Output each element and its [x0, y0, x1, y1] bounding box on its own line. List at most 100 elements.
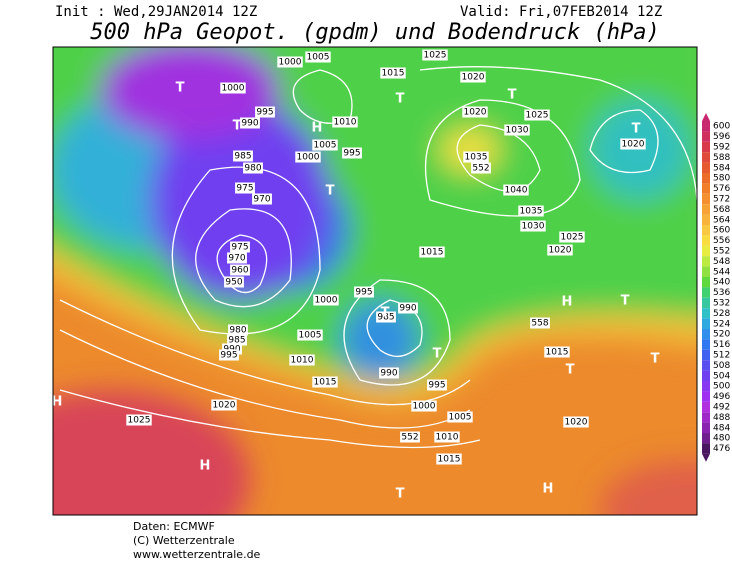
pressure-label: 995: [428, 381, 445, 391]
colorbar-tick-label: 476: [713, 444, 730, 454]
colorbar-swatch: [702, 256, 710, 267]
pressure-label: 1000: [413, 402, 436, 412]
pressure-label: 1035: [465, 153, 488, 163]
label-box: [233, 150, 253, 162]
colorbar-swatch: [702, 443, 710, 454]
label-box: [312, 376, 338, 388]
pressure-label: 975: [231, 243, 248, 253]
pressure-label: 1015: [314, 378, 337, 388]
colorbar-tick-label: 584: [713, 163, 730, 173]
colorbar-swatch: [702, 173, 710, 184]
colorbar-tick-label: 492: [713, 403, 730, 413]
colorbar-swatch: [702, 329, 710, 340]
footer-line: www.wetterzentrale.de: [133, 548, 261, 561]
colorbar-swatch: [702, 370, 710, 381]
label-box: [220, 82, 246, 94]
pressure-center: T: [396, 92, 405, 107]
label-box: [219, 349, 239, 361]
pressure-label: 1000: [297, 153, 320, 163]
colorbar-swatch: [702, 193, 710, 205]
label-box: [255, 106, 275, 118]
colorbar-tick-label: 600: [713, 122, 730, 132]
colorbar-swatch: [702, 225, 710, 236]
pressure-center: T: [508, 88, 517, 103]
label-box: [243, 162, 263, 174]
pressure-label: 1015: [382, 69, 405, 79]
colorbar-swatch: [702, 245, 710, 257]
pressure-label: 995: [220, 351, 237, 361]
label-box: [376, 311, 396, 323]
pressure-label: 1010: [291, 356, 314, 366]
pressure-label: 1030: [522, 222, 545, 232]
pressure-label: 1025: [424, 51, 447, 61]
pressure-label: 995: [343, 149, 360, 159]
colorbar-swatch: [702, 433, 710, 444]
colorbar-tick-label: 504: [713, 371, 730, 381]
colorbar-tick-label: 484: [713, 423, 730, 433]
label-box: [503, 184, 529, 196]
pressure-label: 1020: [462, 73, 485, 83]
colorbar-swatch: [702, 277, 710, 288]
colorbar-swatch: [702, 183, 710, 194]
colorbar-tick-label: 512: [713, 351, 730, 361]
pressure-label: 1005: [314, 141, 337, 151]
pressure-label: 970: [253, 195, 270, 205]
label-box: [297, 329, 323, 341]
colorbar-swatch: [702, 131, 710, 142]
colorbar-tick-label: 520: [713, 330, 730, 340]
colorbar-swatch: [702, 121, 710, 132]
colorbar-swatch: [702, 318, 710, 329]
label-box: [620, 138, 646, 150]
colorbar-swatch: [702, 308, 710, 319]
colorbar-tick-label: 556: [713, 236, 730, 246]
colorbar-swatch: [702, 422, 710, 433]
pressure-label: 1025: [561, 233, 584, 243]
colorbar-swatch: [702, 360, 710, 371]
colorbar-arrow: [702, 453, 710, 462]
pressure-label: 960: [231, 266, 248, 276]
colorbar-swatch: [702, 266, 710, 277]
pressure-label: 985: [234, 152, 251, 162]
pressure-label: 1020: [565, 418, 588, 428]
label-box: [504, 124, 530, 136]
label-box: [436, 453, 462, 465]
pressure-center: H: [52, 395, 63, 410]
label-box: [463, 151, 489, 163]
pressure-center: T: [632, 122, 641, 137]
label-box: [227, 334, 247, 346]
label-box: [230, 241, 250, 253]
pressure-center: T: [396, 487, 405, 502]
label-box: [342, 147, 362, 159]
label-box: [332, 116, 358, 128]
colorbar-swatch: [702, 235, 710, 246]
colorbar-tick-label: 516: [713, 340, 730, 350]
label-box: [240, 117, 260, 129]
pressure-label: 1030: [506, 126, 529, 136]
label-box: [419, 246, 445, 258]
colorbar-tick-label: 596: [713, 132, 730, 142]
pressure-label: 970: [228, 254, 245, 264]
label-box: [228, 324, 248, 336]
pressure-center: T: [651, 352, 660, 367]
label-box: [427, 379, 447, 391]
pressure-center: T: [326, 184, 335, 199]
pressure-center: H: [543, 482, 554, 497]
pressure-center: H: [312, 121, 323, 136]
pressure-label: 1000: [222, 84, 245, 94]
label-box: [211, 399, 237, 411]
colorbar-swatch: [702, 339, 710, 350]
pressure-label: 552: [401, 433, 418, 443]
label-box: [224, 276, 244, 288]
label-box: [462, 106, 488, 118]
colorbar-tick-label: 548: [713, 257, 730, 267]
label-box: [460, 71, 486, 83]
pressure-label: 552: [472, 164, 489, 174]
colorbar-tick-label: 532: [713, 299, 730, 309]
label-box: [252, 193, 272, 205]
label-box: [520, 220, 546, 232]
pressure-center: T: [566, 363, 575, 378]
colorbar-tick-label: 592: [713, 143, 730, 153]
label-box: [354, 286, 374, 298]
pressure-label: 1015: [421, 248, 444, 258]
